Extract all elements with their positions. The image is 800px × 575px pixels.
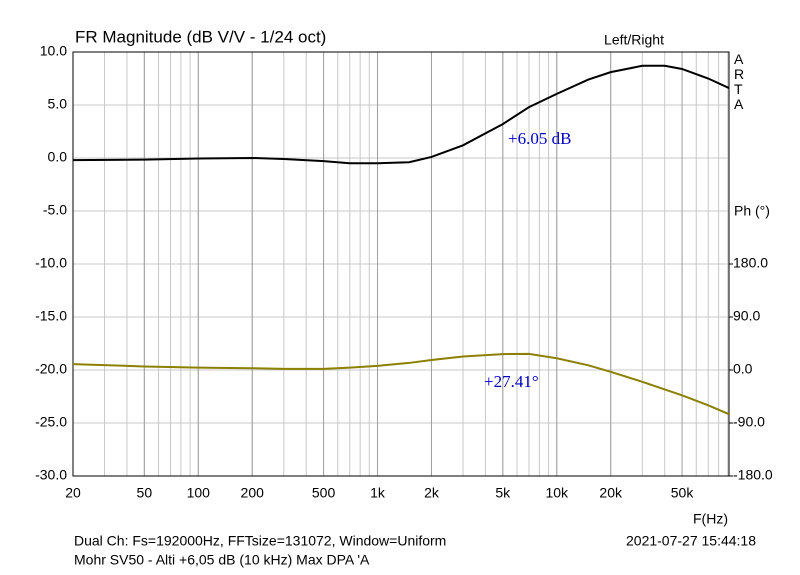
footer-date: 2021-07-27 15:44:18	[626, 533, 756, 549]
brand: ARTA	[734, 51, 745, 112]
chart-title: FR Magnitude (dB V/V - 1/24 oct)	[75, 27, 326, 46]
y-tick-label: -5.0	[43, 202, 67, 218]
x-tick-label: 200	[241, 485, 265, 501]
x-tick-label: 50	[137, 485, 153, 501]
footer: Dual Ch: Fs=192000Hz, FFTsize=131072, Wi…	[74, 533, 446, 549]
y-tick-label: -30.0	[35, 467, 67, 483]
y2-tick-label: 180.0	[733, 255, 768, 271]
annotation: +6.05 dB	[508, 129, 571, 148]
y-tick-label: 0.0	[48, 149, 68, 165]
y2-tick-label: 0.0	[733, 361, 753, 377]
y2-tick-label: -90.0	[733, 414, 765, 430]
footer: Mohr SV50 - Alti +6,05 dB (10 kHz) Max D…	[74, 552, 370, 568]
x-tick-label: 20k	[599, 485, 623, 501]
y-tick-label: -20.0	[35, 361, 67, 377]
y-tick-label: 10.0	[40, 43, 67, 59]
y-tick-label: -15.0	[35, 308, 67, 324]
y-tick-label: -10.0	[35, 255, 67, 271]
y2-tick-label: 90.0	[733, 308, 760, 324]
x-tick-label: 5k	[495, 485, 511, 501]
annotation: +27.41°	[484, 372, 539, 391]
x-tick-label: 2k	[424, 485, 440, 501]
x-tick-label: 1k	[370, 485, 386, 501]
y2-axis-label: Ph (°)	[734, 203, 770, 219]
x-tick-label: 100	[187, 485, 211, 501]
x-tick-label: 500	[312, 485, 336, 501]
x-axis-label: F(Hz)	[693, 511, 728, 527]
plot-frame	[72, 51, 730, 477]
x-tick-label: 20	[65, 485, 81, 501]
x-tick-label: 10k	[545, 485, 569, 501]
channel-label: Left/Right	[604, 32, 664, 48]
x-tick-label: 50k	[671, 485, 695, 501]
series-line	[72, 352, 730, 416]
y2-tick-label: -180.0	[733, 467, 773, 483]
y-tick-label: -25.0	[35, 414, 67, 430]
y-tick-label: 5.0	[48, 96, 68, 112]
series-line	[72, 64, 730, 165]
